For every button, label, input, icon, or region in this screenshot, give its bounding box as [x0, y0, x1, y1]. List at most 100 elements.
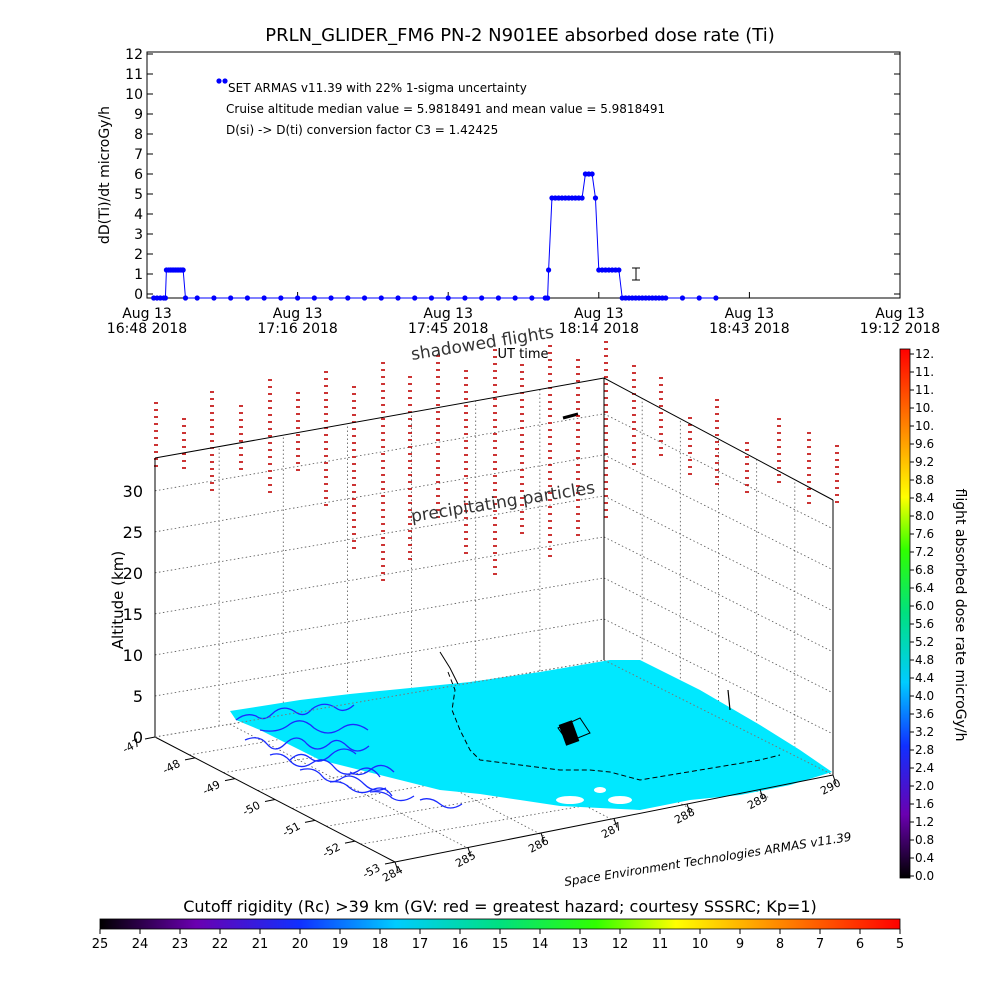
x-tick-time: 16:48 2018	[107, 321, 187, 337]
annotation-armas: SET ARMAS v11.39 with 22% 1-sigma uncert…	[228, 81, 527, 95]
dose-colorbar-tick-label: 2.0	[915, 779, 934, 793]
x-tick-time: 17:45 2018	[408, 321, 488, 337]
dose-colorbar-tick-label: 8.4	[915, 491, 934, 505]
y-tick-label: 10	[125, 87, 143, 103]
annotation-conversion: D(si) -> D(ti) conversion factor C3 = 1.…	[226, 123, 498, 137]
data-point	[345, 295, 351, 301]
data-point	[361, 295, 368, 301]
dose-colorbar-tick-label: 2.8	[915, 743, 934, 757]
y-tick-label: 9	[134, 107, 143, 123]
data-point	[378, 295, 384, 301]
dose-colorbar-tick-label: 5.2	[915, 635, 934, 649]
rigidity-colorbar-tick-label: 6	[856, 937, 864, 952]
dose-colorbar-tick-label: 1.2	[915, 815, 934, 829]
dose-rate-plot: PRLN_GLIDER_FM6 PN-2 N901EE absorbed dos…	[97, 25, 940, 362]
legend-point	[216, 78, 222, 84]
precipitating-label: precipitating particles	[410, 478, 597, 527]
y-tick-label: 8	[134, 127, 143, 143]
altitude-axis: 0 5 10 15 20 25 30	[123, 482, 143, 747]
rigidity-colorbar-tick-label: 14	[532, 937, 549, 952]
dose-colorbar-tick-label: 0.4	[915, 851, 934, 865]
rigidity-colorbar-tick-label: 9	[736, 937, 744, 952]
dose-colorbar: 0.0 0.4 0.8 1.2 1.6 2.0 2.4 2.8 3.2 3.6 4.0 4.4 4.8 5…	[899, 347, 968, 883]
lat-tick	[384, 861, 396, 865]
rigidity-colorbar-ticks: 25 24 23 22 21 20 19 18 17 16 15 14 13 12 11 10 9 8 7 6 5	[92, 929, 904, 952]
data-point	[579, 195, 585, 201]
rigidity-colorbar-tick-label: 13	[572, 937, 589, 952]
rigidity-colorbar-tick-label: 5	[896, 937, 904, 952]
data-point	[428, 295, 435, 301]
dose-colorbar-tick-label: 9.2	[915, 455, 934, 469]
data-point	[244, 295, 250, 301]
y-tick-label: 12	[125, 47, 143, 63]
dose-colorbar-ticks: 0.0 0.4 0.8 1.2 1.6 2.0 2.4 2.8 3.2 3.6 4.0 4.4 4.8 5…	[910, 347, 934, 883]
altitude-tick-label: 10	[123, 646, 143, 665]
lake-patches	[556, 787, 632, 804]
dose-colorbar-tick-label: 7.2	[915, 545, 934, 559]
data-point	[211, 295, 217, 301]
dose-colorbar-tick-label: 3.2	[915, 725, 934, 739]
data-point	[180, 267, 186, 273]
data-point	[295, 295, 301, 301]
flight-descent-track	[439, 651, 459, 685]
x-tick-date: Aug 13	[122, 306, 172, 322]
plot-title: PRLN_GLIDER_FM6 PN-2 N901EE absorbed dos…	[265, 25, 775, 46]
lon-tick	[540, 832, 545, 843]
lon-tick-label: 290	[818, 776, 843, 797]
y-tick-label: 0	[134, 287, 143, 303]
error-bar	[632, 267, 640, 281]
land-region	[230, 660, 832, 810]
data-point	[445, 295, 451, 301]
data-point	[592, 195, 599, 201]
dose-colorbar-tick-label: 6.8	[915, 563, 934, 577]
x-axis-label: UT time	[498, 347, 549, 362]
dose-colorbar-tick-label: 0.0	[915, 869, 934, 883]
rigidity-colorbar-tick-label: 20	[292, 937, 309, 952]
annotation-cruise: Cruise altitude median value = 5.9818491…	[226, 102, 665, 116]
data-point	[495, 295, 501, 301]
lat-tick-label: -52	[320, 840, 342, 860]
y-tick-label: 5	[134, 187, 143, 203]
data-point	[529, 295, 535, 301]
x-tick-date: Aug 13	[423, 306, 473, 322]
data-point	[696, 295, 702, 301]
rigidity-colorbar-tick-label: 16	[452, 937, 469, 952]
data-point	[479, 295, 485, 301]
lat-tick	[344, 840, 356, 844]
data-point	[228, 295, 234, 301]
dose-colorbar-label: flight absorbed dose rate microGy/h	[952, 489, 968, 742]
legend-point	[222, 78, 228, 84]
x-tick-date: Aug 13	[725, 306, 775, 322]
dose-rate-series	[151, 78, 719, 301]
lon-tick-label: 286	[526, 834, 551, 855]
data-point	[261, 295, 267, 301]
x-tick-time: 17:16 2018	[257, 321, 337, 337]
rigidity-colorbar-tick-label: 10	[692, 937, 709, 952]
border-line	[447, 671, 781, 781]
dose-colorbar-gradient	[899, 348, 911, 879]
dose-colorbar-tick-label: 0.8	[915, 833, 934, 847]
lat-tick	[224, 778, 236, 782]
rigidity-colorbar-tick-label: 23	[172, 937, 189, 952]
altitude-tick-label: 5	[133, 687, 143, 706]
altitude-tick-label: 20	[123, 564, 143, 583]
data-point	[663, 295, 669, 301]
y-tick-label: 3	[134, 227, 143, 243]
rigidity-colorbar-gradient	[99, 918, 901, 930]
data-point	[278, 295, 284, 301]
rigidity-colorbar-tick-label: 11	[652, 937, 669, 952]
dose-colorbar-tick-label: 9.6	[915, 437, 934, 451]
lat-tick	[304, 819, 316, 823]
dose-colorbar-tick-label: 5.6	[915, 617, 934, 631]
data-point	[328, 295, 334, 301]
lat-tick-label: -53	[360, 861, 382, 881]
lon-tick	[613, 818, 618, 828]
data-point	[713, 295, 719, 301]
dose-colorbar-tick-label: 11.	[915, 383, 934, 397]
altitude-tick-label: 15	[123, 605, 143, 624]
y-tick-label: 1	[134, 267, 143, 283]
lon-tick	[832, 774, 837, 785]
altitude-tick-label: 30	[123, 482, 143, 501]
